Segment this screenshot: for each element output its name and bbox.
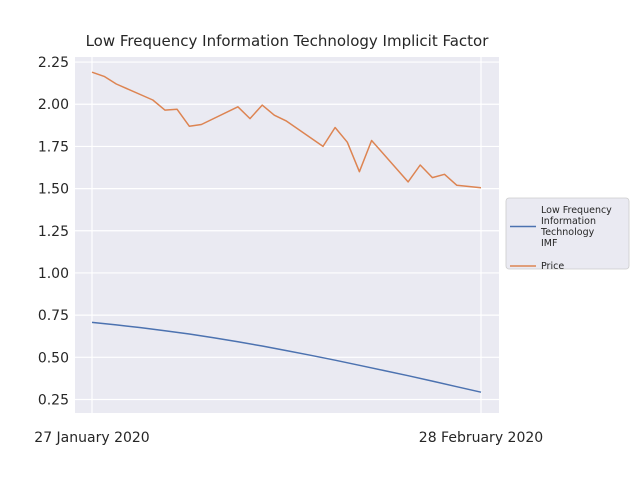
- y-tick-label: 1.75: [38, 139, 69, 155]
- y-tick-label: 2.25: [38, 55, 69, 71]
- series-line-0: [91, 321, 482, 393]
- legend: Low Frequency Information Technology IMF Pri…: [505, 197, 630, 272]
- y-tick-label: 0.50: [38, 350, 69, 366]
- legend-label-1: Price: [541, 261, 564, 272]
- x-axis: 27 January 2020 28 February 2020: [34, 430, 543, 446]
- legend-box: [505, 197, 630, 270]
- y-tick-label: 1.00: [38, 266, 69, 282]
- y-tick-label: 1.50: [38, 182, 69, 198]
- series-layer: [91, 71, 482, 393]
- y-tick-label: 2.00: [38, 97, 69, 113]
- y-tick-label: 0.25: [38, 393, 69, 409]
- y-tick-label: 0.75: [38, 308, 69, 324]
- series-line-1: [91, 71, 482, 189]
- legend-label-0: Low Frequency Information Technology IMF: [540, 205, 612, 249]
- y-axis: 0.25 0.50 0.75 1.00 1.25 1.50 1.75 2.00 2.25: [38, 55, 69, 408]
- gridlines: [75, 57, 499, 413]
- x-tick-label: 27 January 2020: [34, 430, 149, 446]
- y-tick-label: 1.25: [38, 224, 69, 240]
- x-tick-label: 28 February 2020: [419, 430, 543, 446]
- chart-title: Low Frequency Information Technology Imp…: [86, 32, 490, 50]
- plot-area: [75, 57, 499, 413]
